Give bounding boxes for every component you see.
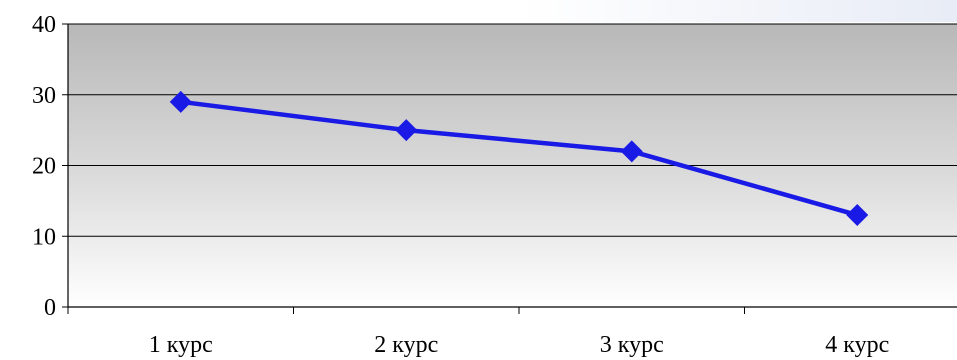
y-tick-labels: 0 10 20 30 40	[32, 12, 56, 321]
axes	[62, 23, 957, 314]
series-line	[180, 99, 858, 218]
series-line-group	[169, 90, 869, 227]
y-tick-label: 10	[32, 224, 56, 250]
y-tick-label: 0	[44, 295, 56, 321]
data-point-marker	[620, 140, 643, 163]
gridlines	[68, 23, 957, 237]
data-point-marker	[169, 90, 192, 113]
data-point-marker	[395, 119, 418, 142]
x-tick-label: 3 курс	[600, 332, 664, 358]
data-point-marker	[846, 204, 869, 227]
y-tick-label: 20	[32, 154, 56, 180]
x-tick-label: 4 курс	[825, 332, 889, 358]
x-tick-label: 1 курс	[149, 332, 213, 358]
y-tick-label: 40	[32, 12, 56, 38]
slide-decor-band	[520, 0, 957, 22]
y-tick-label: 30	[32, 83, 56, 109]
x-tick-label: 2 курс	[374, 332, 438, 358]
x-tick-labels: 1 курс 2 курс 3 курс 4 курс	[149, 332, 889, 358]
